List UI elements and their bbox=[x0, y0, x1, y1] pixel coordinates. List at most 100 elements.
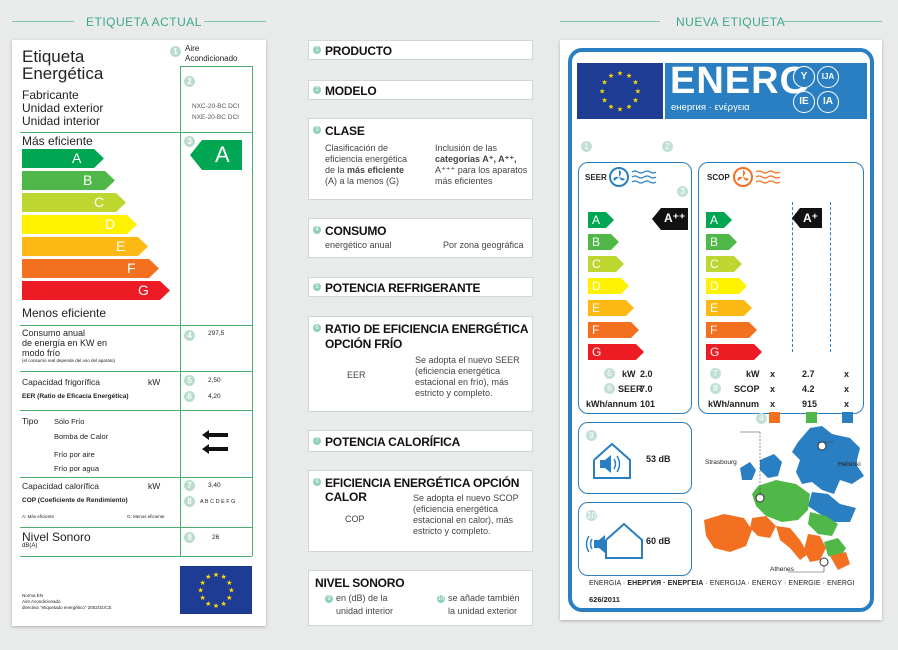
maker-label: Fabricante bbox=[22, 88, 79, 102]
kw-unit: kW bbox=[622, 369, 636, 379]
seer-class-indicator: A⁺⁺ bbox=[652, 208, 688, 230]
efficiency-class-c: C bbox=[706, 256, 742, 272]
not-applicable: x bbox=[844, 384, 850, 394]
legend-text: de la más eficiente bbox=[325, 165, 404, 176]
legend-text: estacional en calor), más bbox=[413, 515, 514, 525]
most-efficient-label: Más eficiente bbox=[22, 134, 93, 148]
not-applicable: x bbox=[770, 384, 776, 394]
city-label-athenes: Athenes bbox=[770, 566, 794, 573]
scop-kwh-value: 915 bbox=[802, 399, 818, 409]
class-letter: D bbox=[710, 279, 719, 293]
legend-text: Inclusión de las bbox=[435, 143, 498, 153]
efficiency-class-g: G bbox=[588, 344, 644, 360]
cold-zone-swatch bbox=[842, 412, 853, 423]
star-icon: ★ bbox=[632, 79, 638, 87]
kwh-unit: kWh/annum bbox=[708, 399, 759, 409]
class-letter: F bbox=[127, 260, 136, 276]
cop-scale: A B C D E F G bbox=[200, 499, 236, 505]
legend-text: energético anual bbox=[325, 240, 392, 250]
legend-consumo: 4 CONSUMO energético anual Por zona geog… bbox=[308, 218, 533, 258]
divider bbox=[20, 556, 252, 557]
class-letter: A bbox=[710, 213, 719, 227]
star-icon: ★ bbox=[228, 587, 234, 595]
label-title: Energética bbox=[22, 64, 104, 83]
seer-heading: SEER bbox=[585, 173, 607, 182]
star-icon: ★ bbox=[599, 88, 605, 96]
product-name: Aire bbox=[185, 44, 200, 53]
consumption-label: modo frío bbox=[22, 348, 61, 358]
efficiency-class-c: C bbox=[22, 193, 126, 212]
efficiency-class-g: G bbox=[22, 281, 170, 300]
class-letter: E bbox=[592, 301, 601, 315]
legend-text: categorías A⁺, A⁺⁺, bbox=[435, 154, 517, 164]
legend-ratio-frio: 6 RATIO DE EFICIENCIA ENERGÉTICA OPCIÓN … bbox=[308, 316, 533, 412]
eer-label: EER (Ratio de Eficacia Energética) bbox=[22, 393, 129, 400]
marker-5: 5 bbox=[313, 283, 321, 291]
class-letter: C bbox=[94, 194, 105, 210]
class-letter: B bbox=[710, 235, 719, 249]
star-icon: ★ bbox=[200, 594, 206, 602]
efficiency-class-a: A bbox=[588, 212, 614, 228]
divider bbox=[180, 66, 252, 67]
efficiency-class-b: B bbox=[588, 234, 619, 250]
divider bbox=[20, 410, 252, 411]
consumption-label: Consumo anual bbox=[22, 328, 86, 338]
marker-5: 5 bbox=[184, 375, 195, 386]
language-suffix: Y bbox=[793, 66, 815, 88]
europe-climate-map bbox=[704, 426, 864, 573]
legend-text-bold: más eficiente bbox=[347, 165, 405, 175]
efficiency-class-b: B bbox=[22, 171, 115, 190]
legend-text: estacional en frío), más bbox=[415, 377, 509, 387]
divider bbox=[20, 132, 180, 133]
class-letter: A bbox=[72, 150, 82, 166]
cooling-capacity-value: 2,50 bbox=[208, 377, 221, 384]
legend-potencia-refrigerante: 5 POTENCIA REFRIGERANTE bbox=[308, 277, 533, 297]
outdoor-sound-value: 60 dB bbox=[646, 536, 671, 546]
marker-10: 10 bbox=[437, 595, 445, 603]
kwh-unit: kWh/annum bbox=[586, 399, 637, 409]
scale-note: G: Menos eficiente bbox=[127, 514, 165, 519]
scop-class: A⁺ bbox=[803, 211, 818, 225]
legend-text: Clasificación de bbox=[325, 143, 389, 153]
legend-text: (A) a la menos (G) bbox=[325, 176, 400, 186]
scop-heading: SCOP bbox=[707, 173, 730, 182]
legend-text: estricto y completo. bbox=[415, 388, 493, 398]
legend-text: COP bbox=[345, 514, 365, 524]
star-icon: ★ bbox=[205, 600, 211, 608]
dba-unit: dB(A) bbox=[22, 543, 38, 549]
standard-note: Aire Acondicionado bbox=[22, 599, 61, 604]
footer-text: · ENERGIJA · ENERGY · ENERGIE · ENERGI bbox=[703, 580, 855, 587]
language-suffix: IA bbox=[817, 91, 839, 113]
efficiency-class-a: A bbox=[22, 149, 104, 168]
type-option: Frío por aire bbox=[54, 450, 95, 459]
indoor-speaker-icon bbox=[593, 442, 631, 479]
star-icon: ★ bbox=[226, 594, 232, 602]
class-letter: C bbox=[592, 257, 601, 271]
star-icon: ★ bbox=[626, 72, 632, 80]
class-letter: A bbox=[592, 213, 601, 227]
divider bbox=[20, 325, 252, 326]
marker-8: 8 bbox=[184, 496, 195, 507]
legend-text: se añade también bbox=[448, 593, 520, 603]
class-letter: B bbox=[592, 235, 601, 249]
legend-eficiencia-calor: 8 EFICIENCIA ENERGÉTICA OPCIÓN CALOR COP… bbox=[308, 470, 533, 552]
sound-level-value: 26 bbox=[212, 534, 220, 541]
marker-6: 6 bbox=[184, 391, 195, 402]
legend-text: en (dB) de la bbox=[336, 593, 388, 603]
model-code: NXC-20-BC DCI bbox=[192, 103, 240, 110]
star-icon: ★ bbox=[617, 70, 623, 78]
legend-heading: EFICIENCIA ENERGÉTICA OPCIÓN CALOR bbox=[325, 476, 520, 504]
legend-text: de la bbox=[325, 165, 348, 175]
eu-flag: ★ ★ ★ ★ ★ ★ ★ ★ ★ ★ ★ ★ bbox=[180, 566, 252, 614]
legend-text: A⁺⁺⁺ para los aparatos bbox=[435, 165, 528, 175]
seer-label: SEER bbox=[618, 384, 643, 394]
legend-heading: CONSUMO bbox=[325, 224, 387, 238]
type-option: Frío por agua bbox=[54, 464, 100, 473]
star-icon: ★ bbox=[626, 103, 632, 111]
cooling-fan-icon bbox=[609, 167, 657, 187]
marker-10: 10 bbox=[586, 510, 597, 521]
star-icon: ★ bbox=[617, 105, 623, 113]
efficiency-class-c: C bbox=[588, 256, 624, 272]
type-option: Sólo Frío bbox=[54, 417, 85, 426]
